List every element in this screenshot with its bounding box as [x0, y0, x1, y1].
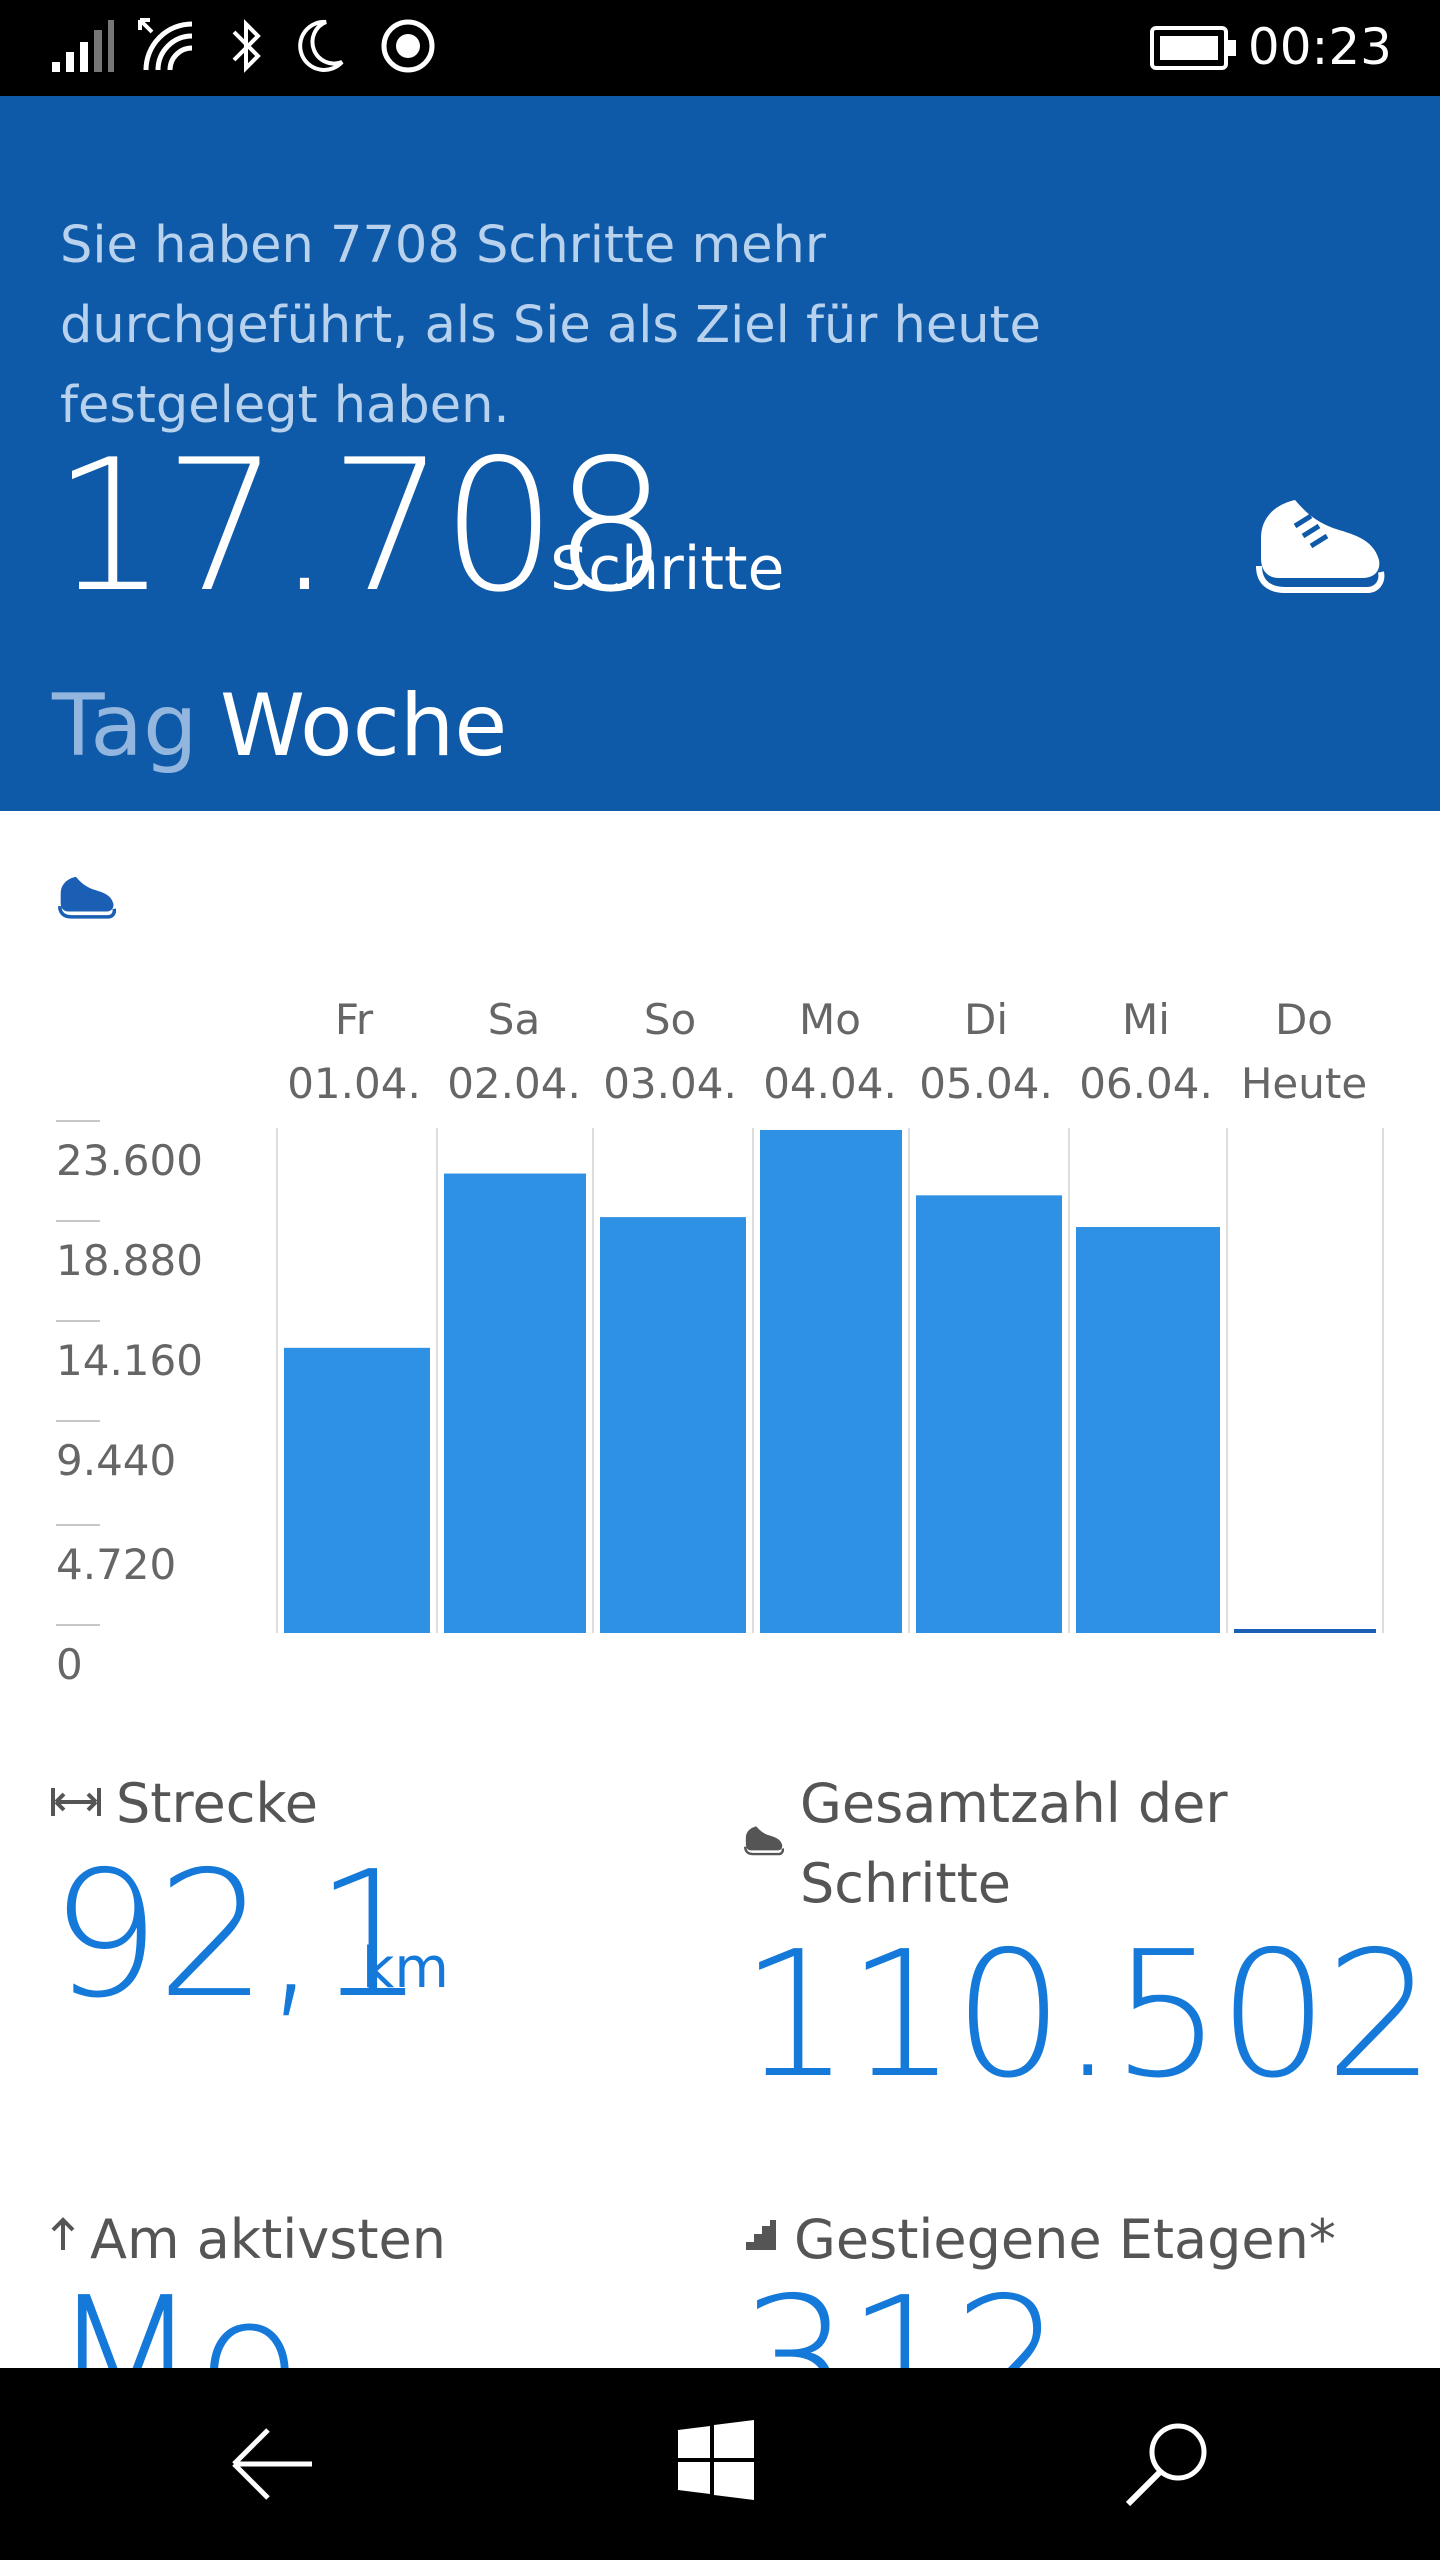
- tab-tag[interactable]: Tag: [52, 676, 198, 776]
- distance-value: 92,1: [50, 1834, 425, 2037]
- steps-header: Sie haben 7708 Schritte mehr durchgeführ…: [0, 96, 1440, 811]
- steps-unit: Schritte: [550, 534, 785, 604]
- battery-icon: [1150, 26, 1236, 70]
- distance-title: Strecke: [116, 1772, 318, 1835]
- bar-mi[interactable]: [1076, 1227, 1220, 1633]
- x-label-fr: Fr 01.04.: [287, 995, 421, 1108]
- bluetooth-icon: [232, 19, 261, 73]
- x-label-mi: Mi 06.04.: [1079, 995, 1213, 1108]
- navigation-bar: [0, 2368, 1440, 2560]
- windows-icon[interactable]: [676, 2420, 756, 2500]
- location-icon: [381, 19, 435, 73]
- bar-fr[interactable]: [284, 1347, 430, 1633]
- y-label-4: 4.720: [56, 1540, 177, 1589]
- steps-today-value: 17.708: [52, 420, 669, 632]
- total-steps-title: Gesamtzahl der Schritte: [800, 1772, 1228, 1915]
- x-label-do: Do Heute: [1240, 995, 1368, 1108]
- wifi-icon: [138, 18, 193, 71]
- most-active-value: Mo: [50, 2260, 303, 2369]
- y-label-3: 9.440: [56, 1436, 177, 1485]
- distance-unit: km: [362, 1936, 449, 2001]
- y-tick: [56, 1220, 100, 1222]
- y-tick: [56, 1120, 100, 1122]
- x-label-mo: Mo 04.04.: [763, 995, 897, 1108]
- bar-so[interactable]: [600, 1217, 746, 1633]
- shoe-icon-steps: [744, 1826, 784, 1856]
- floors-value: 312: [740, 2260, 1064, 2369]
- signal-icon: [52, 20, 114, 72]
- x-label-di: Di 05.04.: [919, 995, 1053, 1108]
- bar-mo[interactable]: [760, 1129, 902, 1633]
- steps-bar-chart: [276, 1128, 1384, 1633]
- bar-do[interactable]: [1234, 1629, 1376, 1633]
- bar-di[interactable]: [916, 1195, 1062, 1633]
- status-bar: 00:23: [0, 0, 1440, 96]
- back-icon[interactable]: [228, 2422, 316, 2506]
- moon-icon: [298, 19, 344, 72]
- stats-scroll-clip: Mo 312: [0, 2200, 1440, 2369]
- y-tick: [56, 1420, 100, 1422]
- bar-sa[interactable]: [444, 1173, 586, 1633]
- most-active-title: Am aktivsten: [90, 2208, 446, 2271]
- stairs-icon: [746, 2220, 776, 2250]
- floors-title: Gestiegene Etagen*: [794, 2208, 1336, 2271]
- y-label-1: 18.880: [56, 1236, 203, 1285]
- x-label-sa: Sa 02.04.: [447, 995, 581, 1108]
- y-tick: [56, 1624, 100, 1626]
- y-label-0: 23.600: [56, 1136, 203, 1185]
- distance-icon: [51, 1788, 101, 1816]
- tab-woche[interactable]: Woche: [220, 676, 508, 776]
- status-time: 00:23: [1247, 18, 1392, 76]
- shoe-icon: [1256, 500, 1385, 593]
- shoe-icon-small: [58, 876, 116, 919]
- x-label-so: So 03.04.: [603, 995, 737, 1108]
- y-label-2: 14.160: [56, 1336, 203, 1385]
- goal-message: Sie haben 7708 Schritte mehr durchgeführ…: [60, 216, 1041, 435]
- y-label-5: 0: [56, 1640, 83, 1689]
- arrow-up-icon: [51, 2217, 75, 2250]
- total-steps-value: 110.502: [740, 1914, 1436, 2117]
- search-icon[interactable]: [1124, 2420, 1210, 2506]
- y-tick: [56, 1320, 100, 1322]
- y-tick: [56, 1524, 100, 1526]
